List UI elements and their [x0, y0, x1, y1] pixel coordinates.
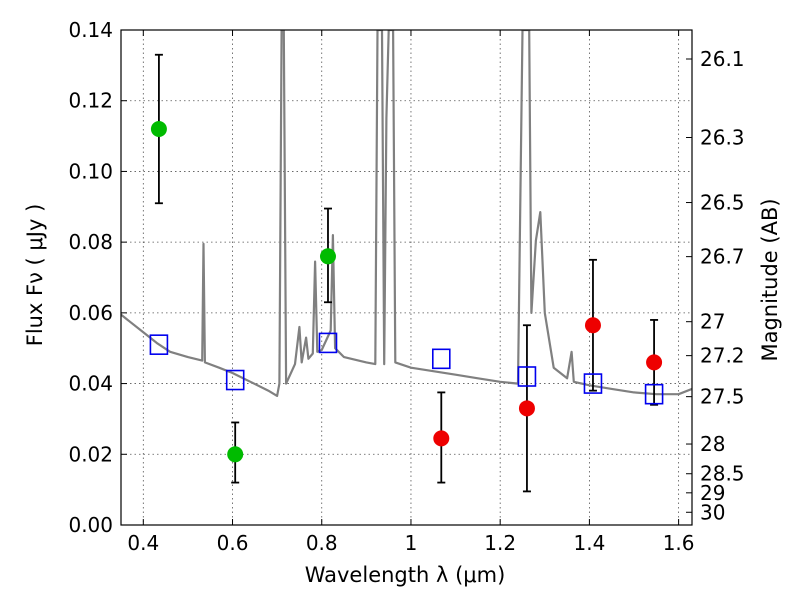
- y-tick-label: 0.04: [68, 372, 113, 396]
- y-tick-label: 0.06: [68, 301, 113, 325]
- x-tick-label: 1.6: [663, 531, 695, 555]
- error-bars: [154, 53, 659, 493]
- y-axis-ticks: 0.00 0.02 0.04 0.06 0.08 0.10 0.12 0.14: [68, 18, 127, 537]
- data-point-series-0: [319, 248, 336, 265]
- x-tick-label: 1.4: [573, 531, 605, 555]
- y-axis-label: Flux Fν ( μJy ): [23, 204, 47, 347]
- data-point-series-2: [583, 373, 603, 394]
- x-axis-label: Wavelength λ (μm): [305, 563, 506, 587]
- model-spectrum: [121, 30, 692, 397]
- right-tick-label: 27.5: [700, 385, 745, 409]
- y-tick-label: 0.12: [68, 89, 113, 113]
- data-point-series-0: [227, 446, 244, 463]
- right-tick-label: 28.5: [700, 462, 745, 486]
- x-tick-label: 0.6: [217, 531, 249, 555]
- data-point-series-2: [431, 348, 451, 370]
- right-tick-label: 26.5: [700, 191, 745, 215]
- right-tick-label: 30: [700, 500, 725, 524]
- x-tick-label: 0.8: [306, 531, 338, 555]
- data-point-series-1: [433, 430, 450, 447]
- right-tick-label: 27.2: [700, 344, 745, 368]
- y-tick-label: 0.14: [68, 18, 113, 42]
- data-point-series-1: [584, 317, 601, 334]
- right-tick-label: 26.3: [700, 125, 745, 149]
- data-point-series-1: [518, 400, 535, 417]
- x-tick-label: 0.4: [127, 531, 159, 555]
- right-tick-label: 26.7: [700, 245, 745, 269]
- data-point-series-1: [646, 354, 663, 371]
- y-tick-label: 0.08: [68, 230, 113, 254]
- right-tick-label: 28: [700, 432, 725, 456]
- right-tick-label: 29: [700, 481, 725, 505]
- y-tick-label: 0.00: [68, 513, 113, 537]
- x-axis-ticks: 0.4 0.6 0.8 1 1.2 1.4 1.6: [127, 30, 695, 555]
- grid: [121, 30, 692, 525]
- plot-frame: [120, 29, 693, 526]
- data-point-series-2: [149, 334, 169, 355]
- y-tick-label: 0.10: [68, 159, 113, 183]
- x-tick-label: 1: [405, 531, 418, 555]
- right-tick-label: 26.1: [700, 47, 745, 71]
- data-point-series-2: [318, 332, 338, 354]
- data-point-series-2: [225, 369, 245, 391]
- y-tick-label: 0.02: [68, 442, 113, 466]
- data-point-series-0: [150, 121, 167, 137]
- data-markers: [149, 121, 664, 463]
- model-spectrum-line: [121, 30, 692, 397]
- right-tick-label: 27: [700, 310, 725, 334]
- x-tick-label: 1.2: [484, 531, 516, 555]
- data-point-series-2: [517, 366, 537, 387]
- right-axis-label: Magnitude (AB): [758, 198, 782, 361]
- data-point-series-2: [644, 383, 664, 405]
